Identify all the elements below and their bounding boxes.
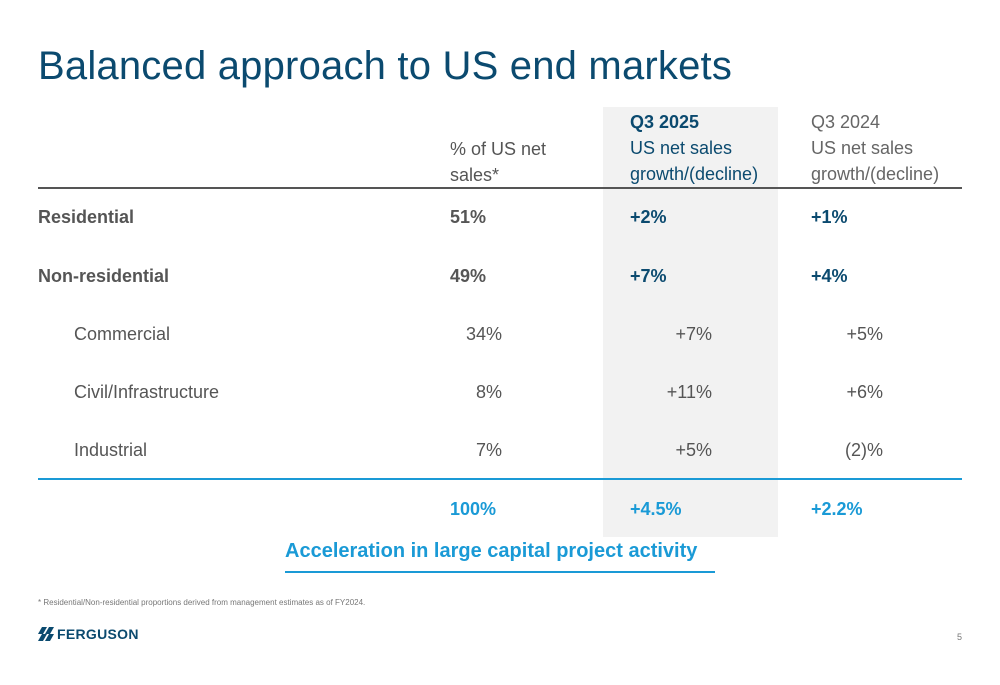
row-non-residential-pct: 49%: [450, 266, 487, 286]
header-q3-2024: Q3 2024 US net sales growth/(decline): [811, 109, 939, 187]
row-civil-infrastructure-q3-2024: +6%: [846, 382, 883, 402]
header-q3-2025-line-1: Q3 2025: [630, 112, 700, 132]
row-industrial-q3-2025: +5%: [675, 440, 712, 460]
total-divider: [38, 478, 962, 480]
ferguson-logo-text: FERGUSON: [57, 626, 139, 642]
row-industrial-q3-2024: (2)%: [844, 440, 883, 460]
row-civil-infrastructure-pct: 8%: [475, 382, 502, 402]
header-pct-line-2: sales*: [450, 165, 500, 185]
total-pct: 100%: [450, 499, 497, 519]
row-commercial-pct: 34%: [465, 324, 502, 344]
row-commercial-q3-2025: +7%: [675, 324, 712, 344]
tagline: Acceleration in large capital project ac…: [285, 540, 698, 562]
header-q3-2024-line-1: Q3 2024: [811, 112, 881, 132]
page-number: 5: [957, 632, 963, 642]
footnote: * Residential/Non-residential proportion…: [38, 598, 366, 607]
header-q3-2025: Q3 2025 US net sales growth/(decline): [630, 109, 758, 187]
row-civil-infrastructure-q3-2025: +11%: [666, 382, 712, 402]
row-non-residential-q3-2025: +7%: [630, 266, 667, 286]
ferguson-logo: FERGUSON: [38, 626, 139, 642]
q3-2025-column-highlight: [603, 107, 778, 537]
page-title: Balanced approach to US end markets: [38, 44, 733, 88]
row-civil-infrastructure-label: Civil/Infrastructure: [74, 382, 220, 402]
header-q3-2025-line-3: growth/(decline): [630, 164, 759, 184]
header-pct-of-us-net-sales: % of US net sales*: [450, 136, 546, 188]
row-commercial-q3-2024: +5%: [846, 324, 883, 344]
row-residential-label: Residential: [38, 207, 135, 227]
row-industrial-pct: 7%: [475, 440, 502, 460]
row-non-residential-q3-2024: +4%: [811, 266, 848, 286]
total-q3-2024: +2.2%: [811, 499, 863, 519]
row-residential-q3-2024: +1%: [811, 207, 848, 227]
row-residential-q3-2025: +2%: [630, 207, 667, 227]
ferguson-logo-mark-icon: [38, 627, 54, 641]
header-pct-line-1: % of US net: [450, 139, 547, 159]
total-q3-2025: +4.5%: [630, 499, 682, 519]
header-divider: [38, 187, 962, 189]
header-q3-2024-line-3: growth/(decline): [811, 164, 940, 184]
row-industrial-label: Industrial: [74, 440, 148, 460]
row-non-residential-label: Non-residential: [38, 266, 170, 286]
header-q3-2024-line-2: US net sales: [811, 138, 914, 158]
header-q3-2025-line-2: US net sales: [630, 138, 733, 158]
tagline-underline: [285, 571, 715, 573]
row-commercial-label: Commercial: [74, 324, 171, 344]
row-residential-pct: 51%: [450, 207, 487, 227]
